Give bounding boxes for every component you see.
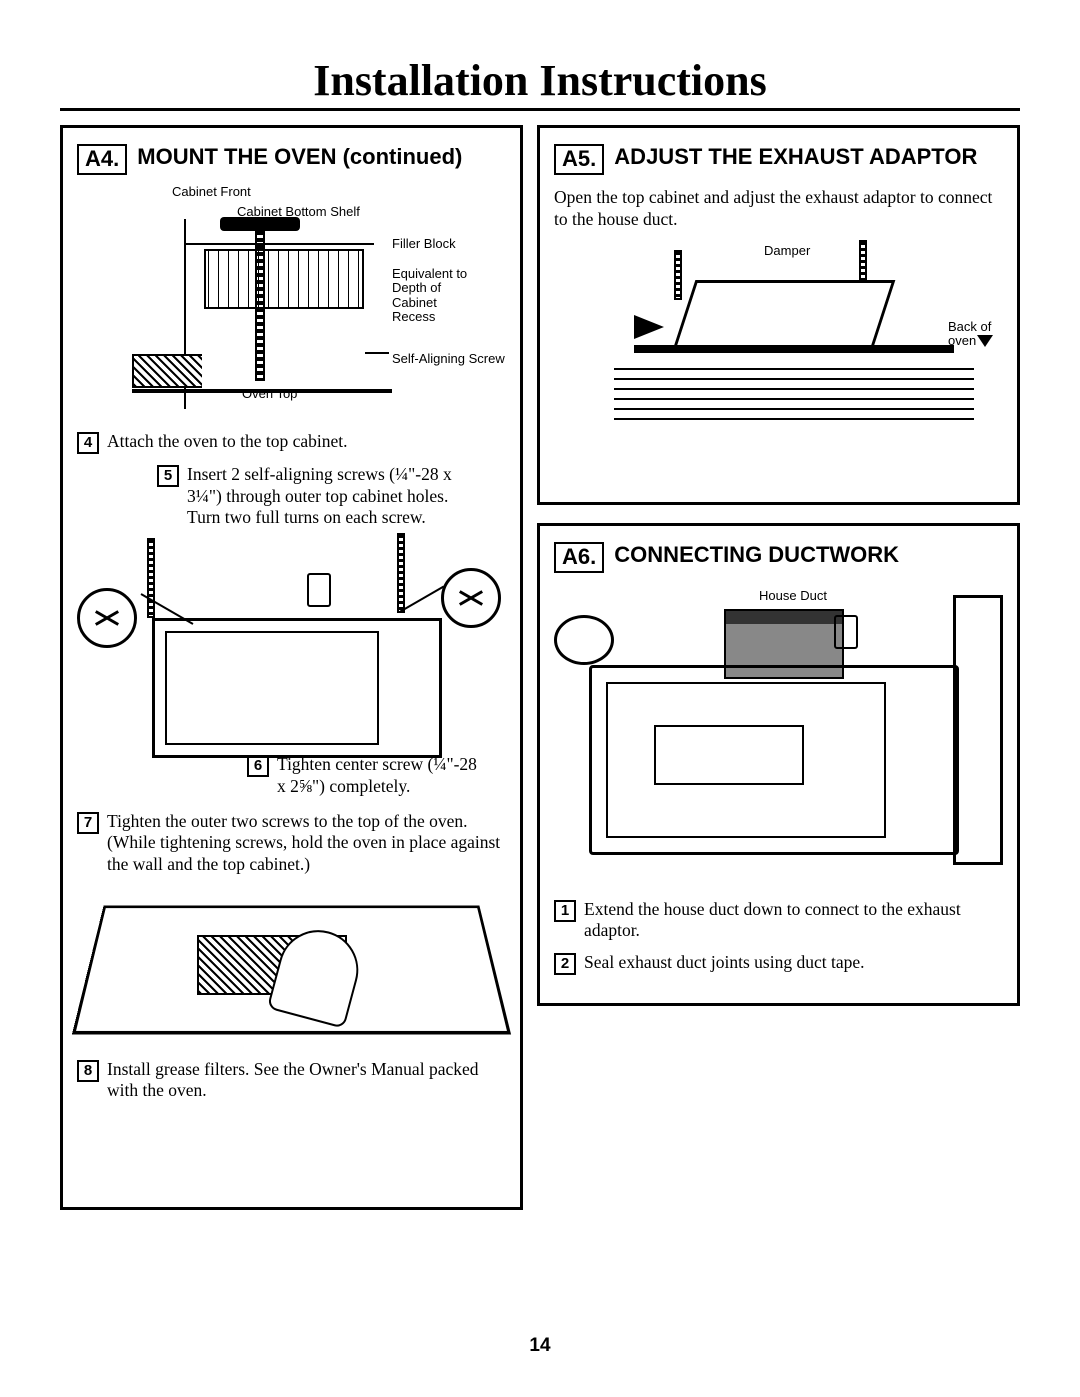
content-columns: A4. MOUNT THE OVEN (continued) Cabinet F… (60, 125, 1020, 1210)
step-7-num: 7 (77, 812, 99, 834)
section-a4-header: A4. MOUNT THE OVEN (continued) (77, 144, 506, 175)
a6-step-1: 1 Extend the house duct down to connect … (554, 899, 1003, 942)
diagram-a5-damper: Damper Back of oven (554, 240, 1003, 470)
section-a6-tag: A6. (554, 542, 604, 573)
label-damper: Damper (764, 244, 810, 258)
diagram-a4-cabinet-cross-section: Cabinet Front Cabinet Bottom Shelf Fille… (117, 187, 506, 417)
label-equivalent-depth: Equivalent to Depth of Cabinet Recess (392, 267, 472, 324)
step-5-num: 5 (157, 465, 179, 487)
section-a4-title: MOUNT THE OVEN (continued) (137, 144, 462, 169)
label-cabinet-bottom-shelf: Cabinet Bottom Shelf (237, 205, 360, 219)
label-filler-block: Filler Block (392, 237, 456, 251)
page-number: 14 (0, 1335, 1080, 1357)
step-4-num: 4 (77, 432, 99, 454)
section-a4-tag: A4. (77, 144, 127, 175)
label-back-of-oven: Back of oven (948, 320, 1003, 349)
diagram-a6-ductwork: House Duct (554, 585, 1003, 885)
section-a6-title: CONNECTING DUCTWORK (614, 542, 899, 567)
screw-right-icon (397, 533, 405, 613)
a6-step-2: 2 Seal exhaust duct joints using duct ta… (554, 952, 1003, 975)
step-7-text: Tighten the outer two screws to the top … (107, 811, 506, 875)
step-5: 5 Insert 2 self-aligning screws (¼"-28 x… (157, 464, 457, 528)
duct-tape-icon (554, 615, 614, 665)
section-a5-header: A5. ADJUST THE EXHAUST ADAPTOR (554, 144, 1003, 175)
arrow-right-icon (634, 315, 664, 339)
page-title: Installation Instructions (60, 55, 1020, 111)
step-4: 4 Attach the oven to the top cabinet. (77, 431, 506, 454)
a5-intro: Open the top cabinet and adjust the exha… (554, 187, 1003, 230)
step-8-text: Install grease filters. See the Owner's … (107, 1059, 506, 1102)
right-column: A5. ADJUST THE EXHAUST ADAPTOR Open the … (537, 125, 1020, 1210)
step-4-text: Attach the oven to the top cabinet. (107, 431, 506, 452)
screw-detail-left-icon (77, 588, 137, 648)
label-house-duct: House Duct (759, 589, 827, 603)
diagram-a4-grease-filter (77, 885, 506, 1045)
label-oven-top: Oven Top (242, 387, 297, 401)
cabinet-side-icon (953, 595, 1003, 865)
panel-a5: A5. ADJUST THE EXHAUST ADAPTOR Open the … (537, 125, 1020, 505)
step-7: 7 Tighten the outer two screws to the to… (77, 811, 506, 875)
screw-left-icon (147, 538, 155, 618)
a6-step-1-num: 1 (554, 900, 576, 922)
arrow-down-icon (977, 335, 993, 347)
section-a6-header: A6. CONNECTING DUCTWORK (554, 542, 1003, 573)
outlet-icon (307, 573, 331, 607)
label-cabinet-front: Cabinet Front (172, 185, 251, 199)
section-a5-tag: A5. (554, 144, 604, 175)
step-8: 8 Install grease filters. See the Owner'… (77, 1059, 506, 1102)
section-a5-title: ADJUST THE EXHAUST ADAPTOR (614, 144, 977, 169)
damper-flap-icon (673, 280, 896, 350)
screw-detail-right-icon (441, 568, 501, 628)
outlet-icon (834, 615, 858, 649)
a6-step-2-text: Seal exhaust duct joints using duct tape… (584, 952, 1003, 973)
damper-screw-left-icon (674, 250, 682, 300)
diagram-a4-microwave-screws (77, 538, 506, 778)
a6-step-1-text: Extend the house duct down to connect to… (584, 899, 1003, 942)
step-8-num: 8 (77, 1060, 99, 1082)
panel-a4: A4. MOUNT THE OVEN (continued) Cabinet F… (60, 125, 523, 1210)
step-5-text: Insert 2 self-aligning screws (¼"-28 x 3… (187, 464, 457, 528)
label-self-aligning-screw: Self-Aligning Screw (392, 352, 505, 366)
panel-a6: A6. CONNECTING DUCTWORK House Duct 1 Ext… (537, 523, 1020, 1006)
left-column: A4. MOUNT THE OVEN (continued) Cabinet F… (60, 125, 523, 1210)
a6-step-2-num: 2 (554, 953, 576, 975)
